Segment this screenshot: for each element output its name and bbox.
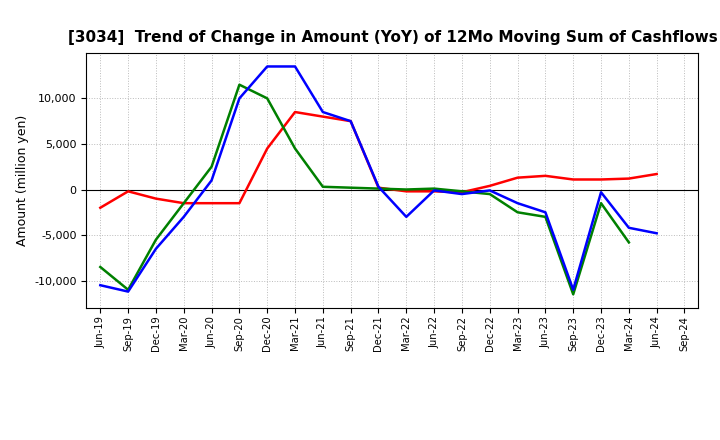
Operating Cashflow [458,190,467,195]
Free Cashflow [402,214,410,220]
Operating Cashflow [152,196,161,201]
Free Cashflow [124,289,132,294]
Free Cashflow [624,225,633,231]
Operating Cashflow [207,201,216,206]
Operating Cashflow [597,177,606,182]
Investing Cashflow [374,186,383,191]
Operating Cashflow [124,189,132,194]
Free Cashflow [152,246,161,251]
Operating Cashflow [318,114,327,119]
Investing Cashflow [152,237,161,242]
Operating Cashflow [402,189,410,194]
Line: Investing Cashflow: Investing Cashflow [100,84,629,294]
Operating Cashflow [430,189,438,194]
Investing Cashflow [346,185,355,191]
Free Cashflow [652,231,661,236]
Investing Cashflow [513,209,522,215]
Free Cashflow [513,201,522,206]
Investing Cashflow [485,191,494,197]
Free Cashflow [485,188,494,193]
Free Cashflow [96,282,104,288]
Free Cashflow [291,64,300,69]
Operating Cashflow [263,146,271,151]
Free Cashflow [458,191,467,197]
Operating Cashflow [179,201,188,206]
Investing Cashflow [569,292,577,297]
Operating Cashflow [485,183,494,188]
Free Cashflow [541,209,550,215]
Free Cashflow [597,190,606,195]
Investing Cashflow [179,201,188,206]
Operating Cashflow [541,173,550,179]
Operating Cashflow [624,176,633,181]
Investing Cashflow [458,189,467,194]
Investing Cashflow [318,184,327,189]
Y-axis label: Amount (million yen): Amount (million yen) [16,115,29,246]
Operating Cashflow [346,118,355,124]
Line: Free Cashflow: Free Cashflow [100,66,657,292]
Operating Cashflow [96,205,104,210]
Operating Cashflow [235,201,243,206]
Free Cashflow [346,118,355,124]
Free Cashflow [207,178,216,183]
Operating Cashflow [513,175,522,180]
Free Cashflow [179,214,188,220]
Investing Cashflow [207,164,216,169]
Investing Cashflow [124,287,132,293]
Investing Cashflow [430,186,438,191]
Operating Cashflow [291,110,300,115]
Investing Cashflow [291,146,300,151]
Investing Cashflow [263,96,271,101]
Investing Cashflow [96,264,104,270]
Investing Cashflow [235,82,243,87]
Free Cashflow [569,287,577,293]
Free Cashflow [374,184,383,189]
Free Cashflow [263,64,271,69]
Title: [3034]  Trend of Change in Amount (YoY) of 12Mo Moving Sum of Cashflows: [3034] Trend of Change in Amount (YoY) o… [68,29,717,45]
Free Cashflow [318,110,327,115]
Operating Cashflow [569,177,577,182]
Free Cashflow [430,188,438,193]
Investing Cashflow [597,201,606,206]
Operating Cashflow [652,171,661,176]
Operating Cashflow [374,185,383,191]
Investing Cashflow [402,187,410,192]
Line: Operating Cashflow: Operating Cashflow [100,112,657,208]
Free Cashflow [235,96,243,101]
Investing Cashflow [624,240,633,245]
Investing Cashflow [541,214,550,220]
